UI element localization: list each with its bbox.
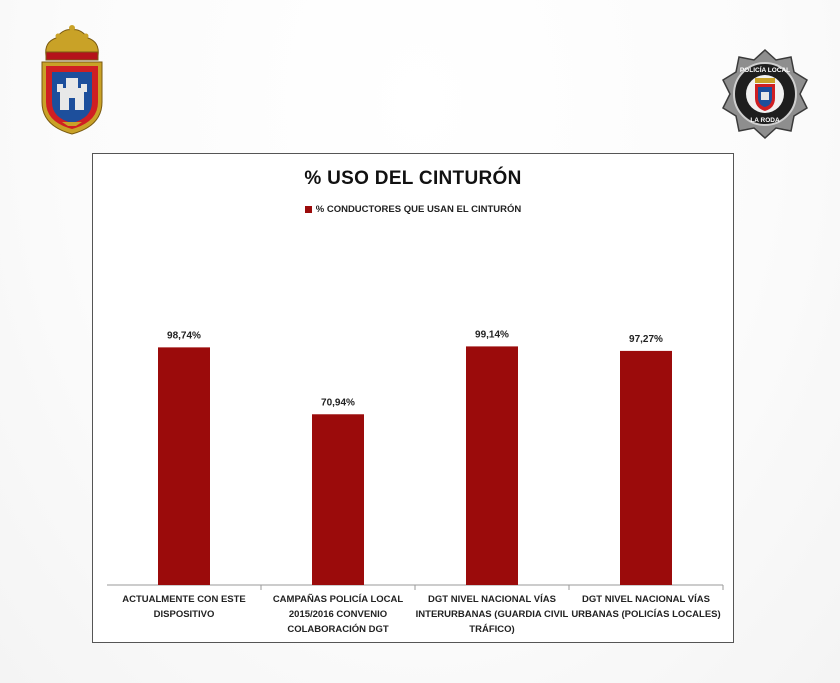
chart-title: % USO DEL CINTURÓN <box>304 168 522 189</box>
bar <box>158 347 210 585</box>
category-label-line: ACTUALMENTE CON ESTE <box>122 594 246 605</box>
bar-chart: 98,74% ACTUALMENTE CON ESTE DISPOSITIVO 70,… <box>107 329 724 635</box>
bar <box>466 346 518 585</box>
category-label-line: CAMPAÑAS POLICÍA LOCAL <box>273 594 404 605</box>
category-label-line: DISPOSITIVO <box>154 609 215 620</box>
category-label-line: DGT NIVEL NACIONAL VÍAS <box>428 594 556 605</box>
coat-of-arms-icon <box>41 25 103 135</box>
legend-swatch <box>304 206 312 213</box>
chart-legend: % CONDUCTORES QUE USAN EL CINTURÓN <box>93 204 733 215</box>
category-label-line: 2015/2016 CONVENIO <box>289 609 387 620</box>
badge-text-bottom: LA RODA <box>750 117 780 124</box>
badge-text-top: POLICÍA LOCAL <box>740 65 790 74</box>
category-label-line: COLABORACIÓN DGT <box>287 623 389 635</box>
bar-value-label: 70,94% <box>321 397 355 408</box>
bar-value-label: 99,14% <box>475 329 509 340</box>
category-label: CAMPAÑAS POLICÍA LOCAL 2015/2016 CONVENIO… <box>273 594 404 635</box>
category-label: DGT NIVEL NACIONAL VÍAS URBANAS (POLICÍAS… <box>571 594 720 620</box>
bar <box>620 350 672 585</box>
bar-value-label: 97,27% <box>629 334 663 345</box>
category-label-line: URBANAS (POLICÍAS LOCALES) <box>571 609 720 620</box>
category-label-line: INTERURBANAS (GUARDIA CIVIL <box>416 609 569 620</box>
category-label: DGT NIVEL NACIONAL VÍAS INTERURBANAS (GUA… <box>416 594 569 635</box>
bar <box>312 414 364 585</box>
legend-label: % CONDUCTORES QUE USAN EL CINTURÓN <box>315 204 522 215</box>
chart-container: % USO DEL CINTURÓN % CONDUCTORES QUE USA… <box>92 153 734 643</box>
bar-value-label: 98,74% <box>167 330 201 341</box>
police-badge-icon: POLICÍA LOCAL LA RODA <box>722 48 808 140</box>
category-label-line: DGT NIVEL NACIONAL VÍAS <box>582 594 710 605</box>
category-label: ACTUALMENTE CON ESTE DISPOSITIVO <box>122 594 246 620</box>
category-label-line: TRÁFICO) <box>469 624 514 635</box>
